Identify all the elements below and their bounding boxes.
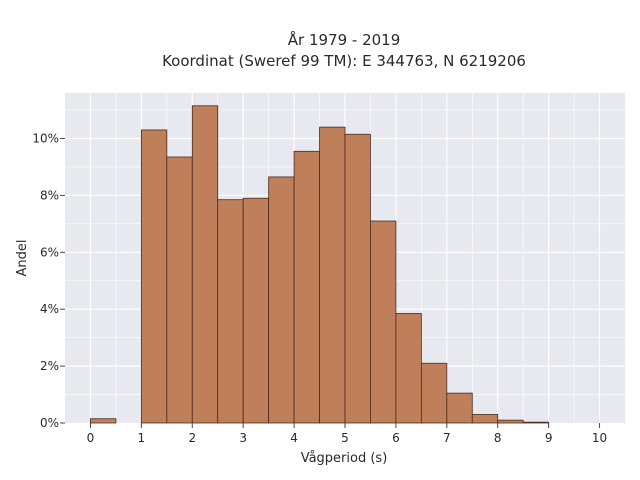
histogram-bar (471, 414, 499, 424)
histogram-bar (319, 126, 346, 424)
histogram-bar (370, 220, 397, 424)
histogram-bar (522, 421, 550, 424)
histogram-bar (268, 176, 295, 424)
x-axis-title: Vågperiod (s) (301, 451, 388, 466)
x-axis-ticks: 0 1 2 3 4 5 6 7 8 9 10 (87, 423, 607, 445)
x-tick-label: 1 (138, 431, 146, 445)
x-tick-label: 2 (188, 431, 196, 445)
x-tick-label: 9 (545, 431, 553, 445)
histogram-bar (140, 129, 168, 424)
x-tick-label: 3 (239, 431, 247, 445)
x-tick-label: 5 (341, 431, 349, 445)
histogram-bar (90, 418, 117, 424)
histogram-bar (293, 150, 320, 424)
chart-title-line1: År 1979 - 2019 (288, 30, 401, 49)
histogram-bar (217, 199, 244, 424)
x-tick-label: 7 (443, 431, 451, 445)
y-tick-label: 2% (40, 359, 59, 373)
x-tick-label: 0 (87, 431, 95, 445)
chart-title-line2: Koordinat (Sweref 99 TM): E 344763, N 62… (162, 52, 526, 70)
histogram-bar (420, 362, 448, 424)
histogram-bars (90, 105, 550, 424)
histogram-bar (191, 105, 219, 424)
histogram-bar (497, 419, 524, 424)
y-tick-label: 8% (40, 188, 59, 202)
histogram-bar (344, 133, 371, 424)
y-tick-label: 0% (40, 416, 59, 430)
y-tick-label: 4% (40, 302, 59, 316)
y-tick-label: 6% (40, 245, 59, 259)
histogram-bar (166, 156, 193, 424)
x-tick-label: 10 (592, 431, 607, 445)
x-tick-label: 4 (290, 431, 298, 445)
y-tick-label: 10% (32, 132, 59, 146)
histogram-bar (395, 313, 422, 424)
y-axis-title: Andel (15, 240, 30, 277)
histogram-bar (446, 392, 473, 424)
x-tick-label: 6 (392, 431, 400, 445)
y-axis-ticks: 0% 2% 4% 6% 8% 10% (32, 132, 65, 430)
x-tick-label: 8 (494, 431, 502, 445)
histogram-bar (242, 197, 270, 424)
